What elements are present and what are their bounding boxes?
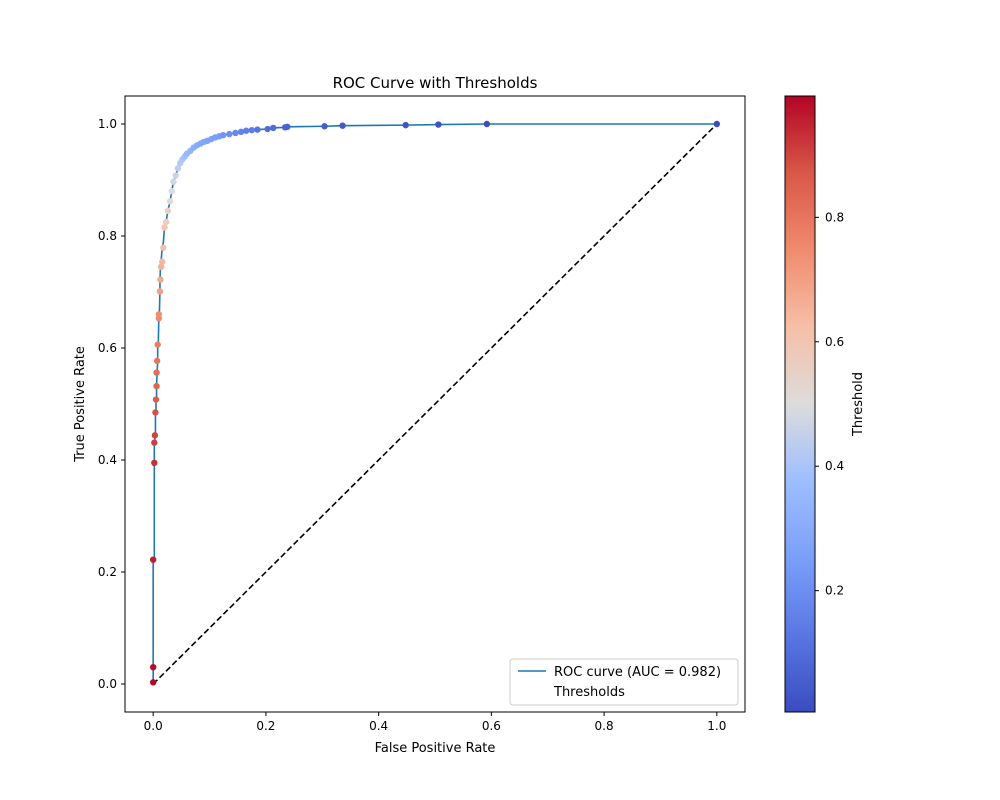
threshold-point [166, 198, 174, 205]
colorbar-ticks: 0.2 0.4 0.6 0.8 [815, 210, 844, 598]
legend-entry-thresholds: Thresholds [553, 685, 625, 700]
threshold-point [321, 123, 328, 130]
threshold-point [162, 218, 170, 226]
plot-area: 0.0 0.2 0.4 0.6 0.8 1.0 0.0 0.2 0.4 0.6 0.8 1.0 [98, 95, 746, 733]
threshold-point [284, 123, 291, 130]
legend: ROC curve (AUC = 0.982) Thresholds [509, 658, 739, 706]
threshold-point [237, 128, 245, 136]
threshold-point [153, 382, 160, 390]
colorbar: 0.2 0.4 0.6 0.8 Threshold [784, 95, 866, 713]
chance-diagonal-line [152, 123, 718, 685]
threshold-point [254, 126, 261, 133]
threshold-point [152, 409, 159, 416]
threshold-point [168, 188, 175, 195]
y-axis-ticks: 0.0 0.2 0.4 0.6 0.8 1.0 [98, 117, 125, 691]
threshold-point [155, 311, 163, 318]
colorbar-tick-label: 0.8 [825, 210, 844, 224]
threshold-point [152, 396, 160, 403]
threshold-point [483, 120, 491, 128]
x-axis-label: False Positive Rate [375, 741, 496, 756]
threshold-point [170, 178, 177, 185]
threshold-point [402, 121, 409, 129]
colorbar-label: Threshold [851, 372, 866, 437]
x-axis-ticks: 0.0 0.2 0.4 0.6 0.8 1.0 [144, 712, 726, 733]
threshold-point [339, 122, 346, 129]
y-axis-label: True Positive Rate [73, 346, 88, 463]
threshold-point [154, 341, 161, 348]
y-tick-label: 0.4 [98, 453, 117, 467]
threshold-point [151, 459, 158, 466]
threshold-point [172, 172, 179, 179]
threshold-point [160, 244, 167, 251]
colorbar-tick-label: 0.4 [825, 459, 844, 473]
threshold-point [157, 276, 164, 283]
threshold-point [264, 125, 271, 133]
threshold-point [242, 127, 250, 134]
threshold-point [149, 664, 157, 671]
threshold-point [149, 556, 157, 563]
x-tick-label: 0.8 [595, 719, 614, 733]
threshold-point [174, 165, 182, 172]
threshold-point [159, 258, 166, 265]
legend-box [509, 658, 739, 706]
threshold-point [164, 207, 172, 214]
threshold-point [248, 126, 256, 134]
legend-entry-roc: ROC curve (AUC = 0.982) [554, 665, 721, 680]
threshold-point [149, 679, 157, 686]
y-tick-label: 1.0 [98, 117, 117, 131]
y-tick-label: 0.0 [98, 677, 117, 691]
colorbar-gradient [784, 95, 816, 713]
x-tick-label: 0.0 [144, 719, 163, 733]
axes-frame [124, 95, 746, 713]
threshold-point [161, 224, 168, 231]
threshold-point [219, 132, 227, 139]
colorbar-tick-label: 0.6 [825, 335, 844, 349]
y-tick-label: 0.8 [98, 229, 117, 243]
x-tick-label: 0.4 [369, 719, 388, 733]
y-tick-label: 0.6 [98, 341, 117, 355]
x-tick-label: 1.0 [707, 719, 726, 733]
threshold-point [153, 357, 161, 365]
threshold-point [157, 263, 165, 270]
threshold-point [151, 432, 159, 439]
threshold-point [151, 439, 158, 446]
chart-title: ROC Curve with Thresholds [333, 74, 538, 92]
x-tick-label: 0.2 [256, 719, 275, 733]
threshold-point [713, 120, 721, 128]
x-tick-label: 0.6 [482, 719, 501, 733]
threshold-point [270, 124, 277, 132]
threshold-point [156, 288, 164, 295]
threshold-point [153, 369, 160, 376]
colorbar-tick-label: 0.2 [825, 584, 844, 598]
y-tick-label: 0.2 [98, 565, 117, 579]
threshold-point [226, 130, 233, 138]
threshold-point [435, 121, 442, 128]
threshold-point [232, 129, 239, 137]
